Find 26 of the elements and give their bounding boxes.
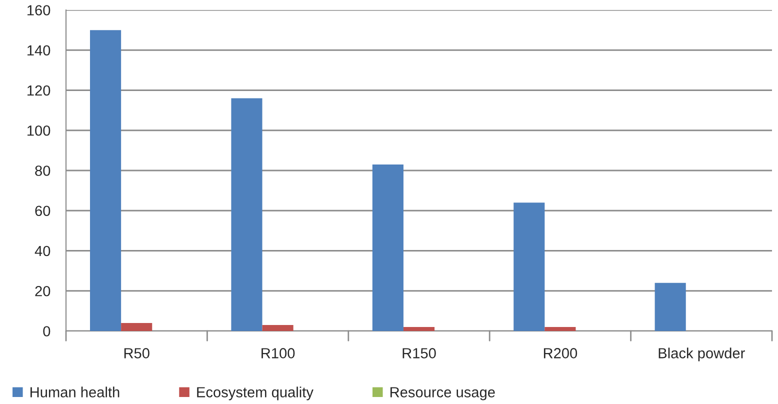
y-tick-label: 20 bbox=[35, 286, 50, 296]
y-tick-label: 120 bbox=[28, 85, 50, 96]
y-tick-label: 140 bbox=[28, 45, 50, 56]
y-tick-label: 40 bbox=[34, 246, 50, 256]
x-tick-label: Black powder bbox=[658, 348, 745, 362]
x-tick-label: R100 bbox=[262, 348, 295, 358]
bar bbox=[231, 98, 262, 331]
legend-label: Resource usage bbox=[390, 387, 495, 400]
y-tick-label: 160 bbox=[28, 5, 50, 16]
legend-label: Ecosystem quality bbox=[197, 386, 314, 400]
bar bbox=[90, 30, 122, 331]
y-tick-label: 100 bbox=[28, 125, 50, 136]
bar bbox=[514, 202, 545, 331]
y-tick-label: 60 bbox=[35, 206, 50, 216]
bar bbox=[544, 326, 576, 331]
bar bbox=[654, 282, 686, 331]
x-tick-label: R200 bbox=[544, 348, 578, 358]
bar bbox=[121, 322, 152, 331]
y-tick-label: 0 bbox=[43, 326, 50, 336]
bar bbox=[403, 326, 435, 331]
bar bbox=[262, 324, 294, 331]
x-tick-label: R150 bbox=[402, 348, 436, 358]
x-tick-label: R50 bbox=[124, 348, 150, 358]
bar bbox=[372, 164, 404, 331]
legend-label: Human health bbox=[30, 386, 120, 398]
y-tick-label: 80 bbox=[35, 166, 50, 176]
